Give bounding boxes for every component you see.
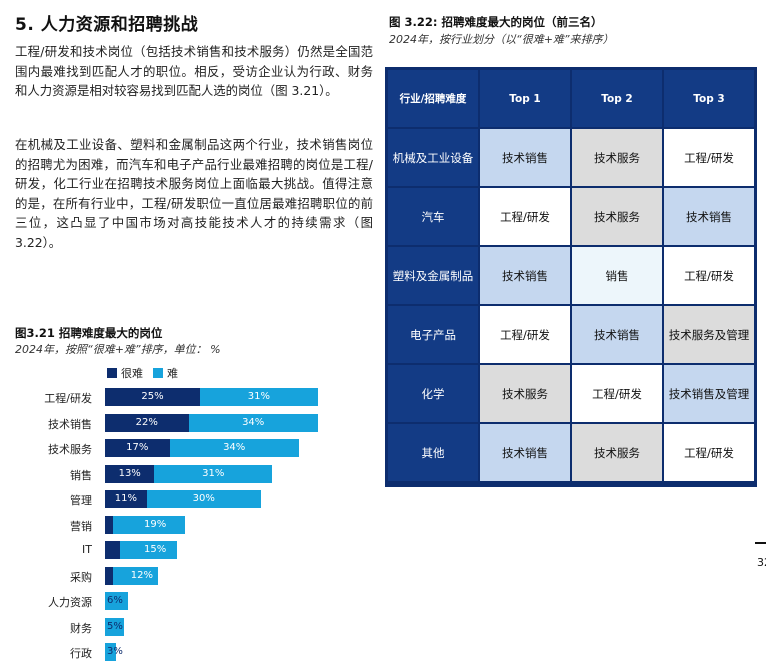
data-label: 15%: [144, 544, 167, 555]
data-label: 30%: [192, 493, 215, 504]
page-rule: [755, 542, 766, 544]
table-cell: 技术销售: [479, 128, 571, 187]
table-cell: 技术销售及管理: [663, 364, 755, 423]
table-industry-cell: 汽车: [387, 187, 479, 246]
bar-segment-hard: [112, 515, 185, 534]
table-cell: 工程/研发: [663, 423, 755, 482]
page-number: 32: [757, 556, 766, 569]
data-label: 11%: [114, 493, 138, 504]
category-label: 营销: [70, 519, 92, 533]
category-label: 管理: [70, 494, 92, 507]
data-label: 5%: [107, 620, 123, 632]
data-label: 34%: [223, 442, 246, 453]
figure-3-21-subtitle: 2024年，按照“很难+难”排序，单位： %: [15, 343, 221, 356]
category-label: 工程/研发: [44, 392, 92, 405]
table-header-cell: 行业/招聘难度: [387, 69, 479, 128]
table-industry-cell: 塑料及金属制品: [387, 246, 479, 305]
table-cell: 技术服务: [479, 364, 571, 423]
bar-segment-hard: [105, 592, 128, 610]
bar-segment-very-hard: [105, 388, 200, 406]
figure-3-21-title: 图3.21 招聘难度最大的岗位: [15, 326, 163, 340]
paragraph-2: 在机械及工业设备、塑料和金属制品这两个行业，技术销售岗位的招聘尤为困难，而汽车和…: [15, 137, 373, 250]
table-cell: 技术服务: [571, 423, 663, 482]
category-label: 人力资源: [48, 596, 92, 609]
data-label: 17%: [126, 442, 149, 453]
category-label: 财务: [70, 621, 92, 635]
legend-label-very-hard: 很难: [121, 367, 143, 380]
table-cell: 技术销售: [479, 423, 571, 482]
data-label: 12%: [130, 569, 153, 581]
legend-swatch-hard: [153, 368, 163, 378]
bar-segment-hard: [188, 413, 318, 432]
legend-swatch-very-hard: [107, 368, 117, 378]
category-label: 采购: [70, 570, 92, 584]
category-label: 技术销售: [48, 417, 92, 431]
data-label: 22%: [135, 416, 158, 428]
table-cell: 工程/研发: [571, 364, 663, 423]
bar-segment-hard: [120, 541, 178, 559]
bar-chart: 工程/研发 25% 31% 技术销售 22% 34% 技术服务 17% 34% 销售 13% 31% 管…: [0, 0, 380, 669]
category-label: 行政: [70, 647, 92, 660]
table-cell: 技术服务及管理: [663, 305, 755, 364]
data-label: 19%: [144, 518, 167, 530]
bar-segment-very-hard: [105, 490, 147, 508]
table-cell: 工程/研发: [663, 128, 755, 187]
data-label: 31%: [247, 391, 271, 402]
data-label: 13%: [118, 467, 141, 479]
bar-segment-hard: [146, 490, 261, 508]
data-label: 31%: [202, 467, 225, 479]
table-industry-cell: 化学: [387, 364, 479, 423]
table-cell: 工程/研发: [663, 246, 755, 305]
section-title: 5. 人力资源和招聘挑战: [15, 15, 199, 35]
table-header-cell: Top 2: [571, 69, 663, 128]
bar-segment-very-hard: [105, 515, 113, 534]
table-cell: 技术销售: [479, 246, 571, 305]
data-label: 34%: [242, 416, 265, 428]
category-label: 技术服务: [48, 443, 92, 456]
chart-legend: 很难 难: [107, 365, 184, 381]
table-cell: 工程/研发: [479, 305, 571, 364]
data-label: 3%: [107, 646, 123, 657]
bar-segment-hard: [112, 566, 159, 585]
bar-segment-hard: [105, 617, 124, 636]
bar-segment-hard: [154, 464, 273, 483]
bar-segment-very-hard: [105, 541, 121, 559]
table-header-cell: Top 1: [479, 69, 571, 128]
figure-3-22-title: 图 3.22: 招聘难度最大的岗位（前三名）: [389, 15, 603, 29]
data-label: 25%: [141, 391, 164, 402]
bar-segment-hard: [200, 388, 318, 406]
table-cell: 技术服务: [571, 128, 663, 187]
bar-segment-very-hard: [105, 413, 189, 432]
category-label: 销售: [70, 468, 92, 482]
category-label: IT: [82, 543, 92, 556]
ranking-table: 行业/招聘难度 Top 1 Top 2 Top 3 机械及工业设备 技术销售 技术服务 工程/…: [385, 67, 757, 487]
table-cell: 技术服务: [571, 187, 663, 246]
table-cell: 技术销售: [663, 187, 755, 246]
table-industry-cell: 其他: [387, 423, 479, 482]
legend-label-hard: 难: [167, 367, 178, 380]
table-industry-cell: 机械及工业设备: [387, 128, 479, 187]
bar-segment-hard: [169, 439, 299, 457]
figure-3-22-subtitle: 2024年，按行业划分（以“很难+难”来排序）: [389, 33, 614, 46]
table-cell: 技术销售: [571, 305, 663, 364]
table-cell: 工程/研发: [479, 187, 571, 246]
bar-segment-very-hard: [105, 566, 113, 585]
data-label: 6%: [107, 595, 123, 606]
table-header-cell: Top 3: [663, 69, 755, 128]
bar-segment-very-hard: [105, 464, 155, 483]
bar-segment-hard: [105, 643, 117, 661]
ranking-table-grid: 行业/招聘难度 Top 1 Top 2 Top 3 机械及工业设备 技术销售 技术服务 工程/…: [387, 69, 755, 485]
bar-segment-very-hard: [105, 439, 170, 457]
paragraph-1: 工程/研发和技术岗位（包括技术销售和技术服务）仍然是全国范围内最难找到匹配人才的…: [15, 44, 373, 98]
table-industry-cell: 电子产品: [387, 305, 479, 364]
table-cell: 销售: [571, 246, 663, 305]
